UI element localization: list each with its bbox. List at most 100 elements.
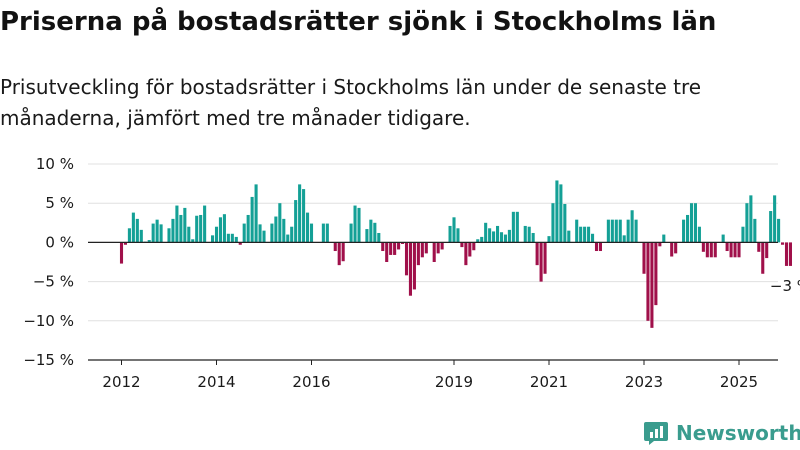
bar <box>167 228 171 243</box>
x-tick-label: 2012 <box>102 373 140 391</box>
bar <box>757 242 761 252</box>
bar <box>377 232 381 243</box>
bar <box>646 242 650 321</box>
bar <box>135 218 139 243</box>
bar <box>131 212 135 243</box>
bar <box>274 216 278 243</box>
bar <box>424 242 428 254</box>
bar <box>773 195 777 243</box>
y-axis-tick-labels: 10 % 5 % 0 % −5 % −10 % −15 % <box>23 155 74 369</box>
bar <box>784 242 789 266</box>
bar <box>674 242 678 254</box>
x-tick-label: 2016 <box>292 373 330 391</box>
brand-name: Newsworthy <box>676 421 800 445</box>
bar <box>436 242 440 254</box>
bar <box>745 203 749 243</box>
bar <box>650 242 654 328</box>
bar <box>535 242 539 266</box>
bar <box>693 203 697 243</box>
bar <box>393 242 397 255</box>
bar <box>353 205 357 243</box>
bar <box>381 242 385 252</box>
bar <box>733 242 737 258</box>
bar <box>321 223 325 243</box>
bar <box>404 242 409 276</box>
bar <box>199 214 203 243</box>
bars <box>119 180 792 328</box>
bar <box>238 242 242 245</box>
bar <box>523 225 527 243</box>
bar <box>654 242 658 306</box>
bar <box>583 226 587 243</box>
chart-title: Priserna på bostadsrätter sjönk i Stockh… <box>0 7 717 37</box>
bar <box>689 203 694 243</box>
bar <box>527 226 531 243</box>
last-value-label: −3 % <box>770 277 800 295</box>
bar <box>761 242 765 274</box>
bar <box>412 242 416 290</box>
bar <box>175 205 179 243</box>
x-tick-label: 2021 <box>530 373 568 391</box>
bar <box>670 242 674 257</box>
bar <box>298 184 302 243</box>
bar <box>294 200 298 243</box>
chart-subtitle: Prisutveckling för bostadsrätter i Stock… <box>0 75 702 130</box>
bar <box>476 239 480 243</box>
bar <box>539 242 543 282</box>
bar <box>432 242 436 262</box>
bar <box>230 233 234 243</box>
bar <box>203 205 207 243</box>
bar <box>183 207 187 243</box>
bar <box>456 228 460 243</box>
bar <box>630 210 634 243</box>
bar <box>788 242 792 266</box>
bar <box>468 242 472 257</box>
y-tick-label: −10 % <box>23 312 74 330</box>
bar <box>282 218 286 243</box>
y-tick-label: 5 % <box>45 194 74 212</box>
bar <box>555 180 559 243</box>
bar <box>270 223 274 243</box>
bar <box>286 234 290 243</box>
bar <box>448 225 452 243</box>
bar <box>349 223 353 243</box>
y-tick-label: −15 % <box>23 351 74 369</box>
bar <box>591 233 595 243</box>
bar <box>195 215 199 243</box>
bar <box>705 242 709 258</box>
bar <box>357 207 361 243</box>
bar <box>606 219 610 243</box>
bar <box>547 236 551 243</box>
bar <box>634 219 638 243</box>
bar <box>488 228 492 243</box>
bar <box>302 189 306 243</box>
bar <box>575 219 579 243</box>
bar <box>507 229 511 243</box>
bar <box>658 242 662 247</box>
bar <box>218 217 222 243</box>
bar <box>682 219 686 243</box>
bar <box>333 242 337 252</box>
bar <box>401 242 405 244</box>
bar-chart: 10 %5 %0 %−5 %−10 %−15 % 2012 2014 2016 201… <box>23 155 800 391</box>
bar <box>579 226 583 243</box>
bar <box>119 242 124 264</box>
bar <box>777 218 781 243</box>
bar <box>147 240 151 243</box>
bar <box>234 236 238 243</box>
bar <box>309 223 314 243</box>
bar <box>123 242 127 245</box>
bar <box>250 196 254 243</box>
bar <box>159 224 163 243</box>
bar <box>373 222 377 243</box>
bar <box>389 242 393 255</box>
bar <box>686 214 690 243</box>
bar <box>765 242 769 259</box>
x-tick-label: 2014 <box>197 373 235 391</box>
bar <box>452 217 456 243</box>
bar <box>408 242 412 296</box>
bar <box>211 235 215 243</box>
bar <box>626 219 630 243</box>
bar <box>781 242 785 245</box>
bar <box>420 242 424 258</box>
